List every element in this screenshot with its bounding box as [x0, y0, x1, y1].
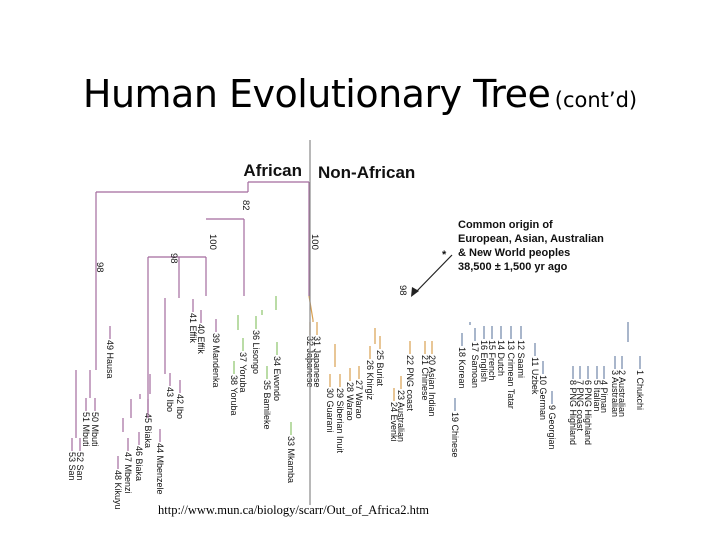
asterisk-marker: * [442, 249, 447, 261]
leaf-label: 20 Asian Indian [427, 355, 437, 417]
leaf-label: 36 Lisongo [251, 330, 261, 374]
leaf-label: 22 PNG coast [405, 355, 415, 412]
leaf-label: 38 Yoruba [229, 375, 239, 416]
leaf-label: 2 Australian [617, 370, 627, 417]
leaf-label: 53 San [67, 452, 77, 481]
bootstrap-value: 98 [168, 253, 179, 264]
annotation-arrow [414, 254, 453, 294]
leaf-label: 24 Evenki [389, 402, 399, 442]
leaf-label: 10 German [538, 375, 548, 420]
leaf-label: 49 Hausa [105, 340, 115, 379]
leaf-label: 3 Australian [610, 370, 620, 417]
leaf-label: 6 PNG Highland [583, 380, 593, 445]
leaf-label: 16 English [479, 340, 489, 382]
leaf-label: 33 Mkamba [286, 436, 296, 483]
annotation-arrowhead [411, 287, 419, 297]
annotation-line: & New World peoples [458, 247, 570, 259]
annotation-line: Common origin of [458, 219, 553, 231]
leaf-label: 13 Crimean Tatar [506, 340, 516, 409]
leaf-label: 29 Siberian Inuit [335, 388, 345, 454]
leaf-label: 46 Biaka [134, 446, 144, 481]
leaf-label: 39 Mandenka [211, 333, 221, 388]
slide-title-main: Human Evolutionary Tree [82, 72, 551, 116]
leaf-label: 14 Dutch [496, 340, 506, 376]
annotation-date: 38,500 ± 1,500 yr ago [458, 261, 568, 273]
leaf-label: 30 Guarani [325, 388, 335, 433]
leaf-label: 25 Buriat [375, 350, 385, 387]
leaf-label: 40 Effik [196, 324, 206, 354]
bootstrap-value: 100 [207, 234, 218, 250]
leaf-label: 28 Warao [345, 382, 355, 421]
leaf-label: 23 Australian [396, 390, 406, 442]
leaf-label: 5 Italian [592, 380, 602, 412]
slide-title: Human Evolutionary Tree (cont’d) [0, 72, 720, 116]
leaf-label: 51 Mbuti [81, 412, 91, 447]
leaf-label: 21 Chinese [420, 355, 430, 401]
leaf-label: 45 Biaka [143, 413, 153, 448]
leaf-label: 12 Saami [516, 340, 526, 378]
leaf-label: 18 Korean [457, 347, 467, 389]
leaf-label: 27 Warao [354, 380, 364, 419]
leaf-label: 44 Mbenzele [155, 443, 165, 495]
leaf-label: 47 Mbenzi [123, 452, 133, 494]
leaf-label: 15 French [487, 340, 497, 381]
leaf-label: 8 PNG Highland [568, 380, 578, 445]
leaf-label: 48 Kikuyu [113, 470, 123, 510]
source-url: http://www.mun.ca/biology/scarr/Out_of_A… [158, 503, 430, 517]
leaf-label: 1 Chukchi [635, 370, 645, 410]
leaf-label: 41 Effik [188, 313, 198, 343]
slide-title-suffix: (cont’d) [554, 88, 638, 112]
bootstrap-value: 82 [240, 200, 251, 211]
leaf-label: 52 San [75, 452, 85, 481]
leaf-label: 42 Ibo [175, 394, 185, 419]
annotation-line: European, Asian, Australian [458, 233, 604, 245]
leaf-label: 9 Georgian [547, 405, 557, 450]
leaf-label: 35 Bamileke [262, 380, 272, 430]
leaf-label: 11 Uzbek [530, 357, 540, 395]
leaf-label: 50 Mbuti [90, 412, 100, 447]
leaf-label: 43 Ibo [165, 387, 175, 412]
leaf-label: 31 Japanese [312, 336, 322, 388]
leaf-label: 37 Yoruba [238, 352, 248, 393]
bootstrap-value: 98 [94, 262, 105, 273]
bootstrap-value: 98 [397, 285, 408, 296]
leaf-label: 17 Samoan [470, 342, 480, 388]
leaf-label: 4 Piman [599, 380, 609, 413]
leaf-label: 34 Ewondo [272, 356, 282, 401]
non-african-header: Non-African [318, 163, 415, 182]
leaf-label: 19 Chinese [450, 412, 460, 458]
leaf-label: 26 Khirgiz [365, 360, 375, 401]
african-header: African [243, 161, 302, 180]
leaf-label: 7 PNG coast [575, 380, 585, 432]
bootstrap-value: 100 [309, 234, 320, 250]
